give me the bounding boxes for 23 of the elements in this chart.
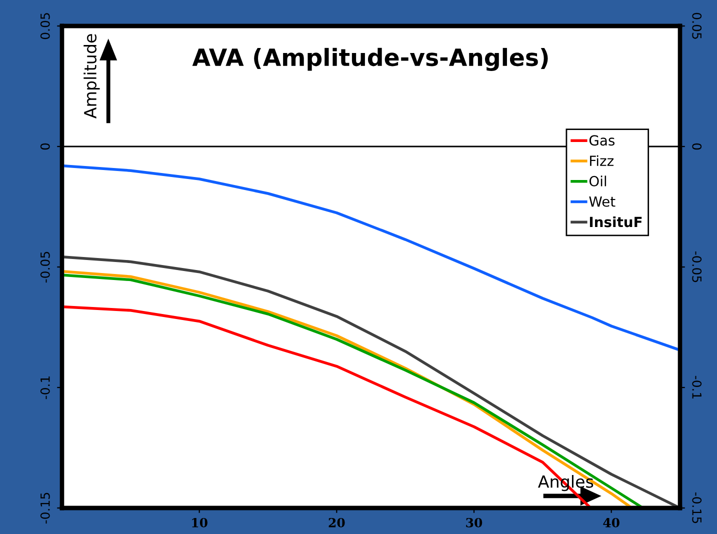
legend-label: Wet	[589, 196, 616, 207]
x-tick-label: 40	[603, 518, 620, 528]
x-tick-label: 20	[328, 518, 345, 528]
y-tick-label: -0.1	[40, 376, 50, 400]
y2-tick-label: -0.1	[692, 376, 702, 399]
y2-tick-label: 0	[692, 143, 702, 150]
legend-label: Oil	[589, 176, 606, 186]
line-series	[62, 305, 592, 508]
legend-label: Fizz	[590, 155, 614, 166]
y-tick-label: -0.05	[40, 252, 50, 283]
line-series	[62, 164, 680, 352]
text: AVA (Amplitude-vs-Angles)	[192, 48, 548, 71]
y-tick-label: 0	[40, 143, 50, 150]
legend-label: Gas	[589, 135, 615, 146]
x-tick-label: 30	[466, 518, 482, 528]
x-tick-label: 10	[192, 518, 208, 528]
legend-label: InsituF	[590, 216, 642, 228]
y2-tick-label: -0.15	[692, 492, 702, 524]
y-tick-label: -0.15	[40, 492, 50, 524]
y-axis-title: Amplitude	[84, 34, 100, 119]
y2-tick-label: -0.05	[692, 251, 702, 282]
y2-tick-label: 0.05	[692, 12, 702, 39]
y-tick-label: 0.05	[40, 13, 50, 40]
